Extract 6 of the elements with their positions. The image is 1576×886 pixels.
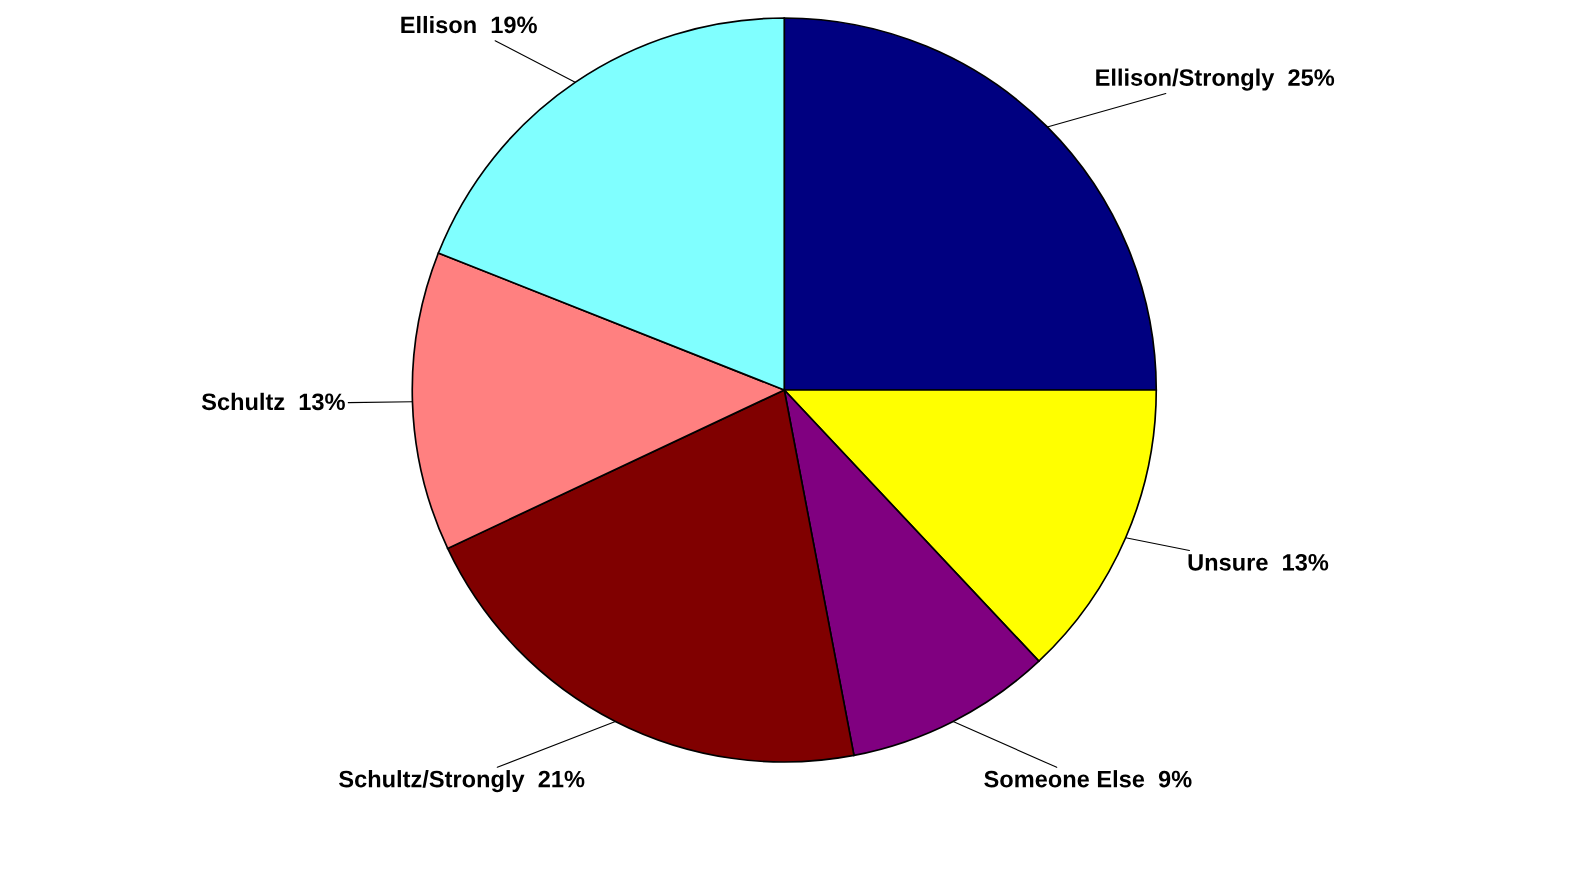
slice-label: Ellison/Strongly 25% <box>1096 68 1335 91</box>
slice-label: Unsure 13% <box>1188 553 1329 571</box>
slice-label: Schultz/Strongly 21% <box>339 770 585 793</box>
slice-label: Someone Else 9% <box>984 770 1192 788</box>
slice-label: Schultz 13% <box>201 392 345 411</box>
slice-label: Ellison 19% <box>401 15 537 34</box>
